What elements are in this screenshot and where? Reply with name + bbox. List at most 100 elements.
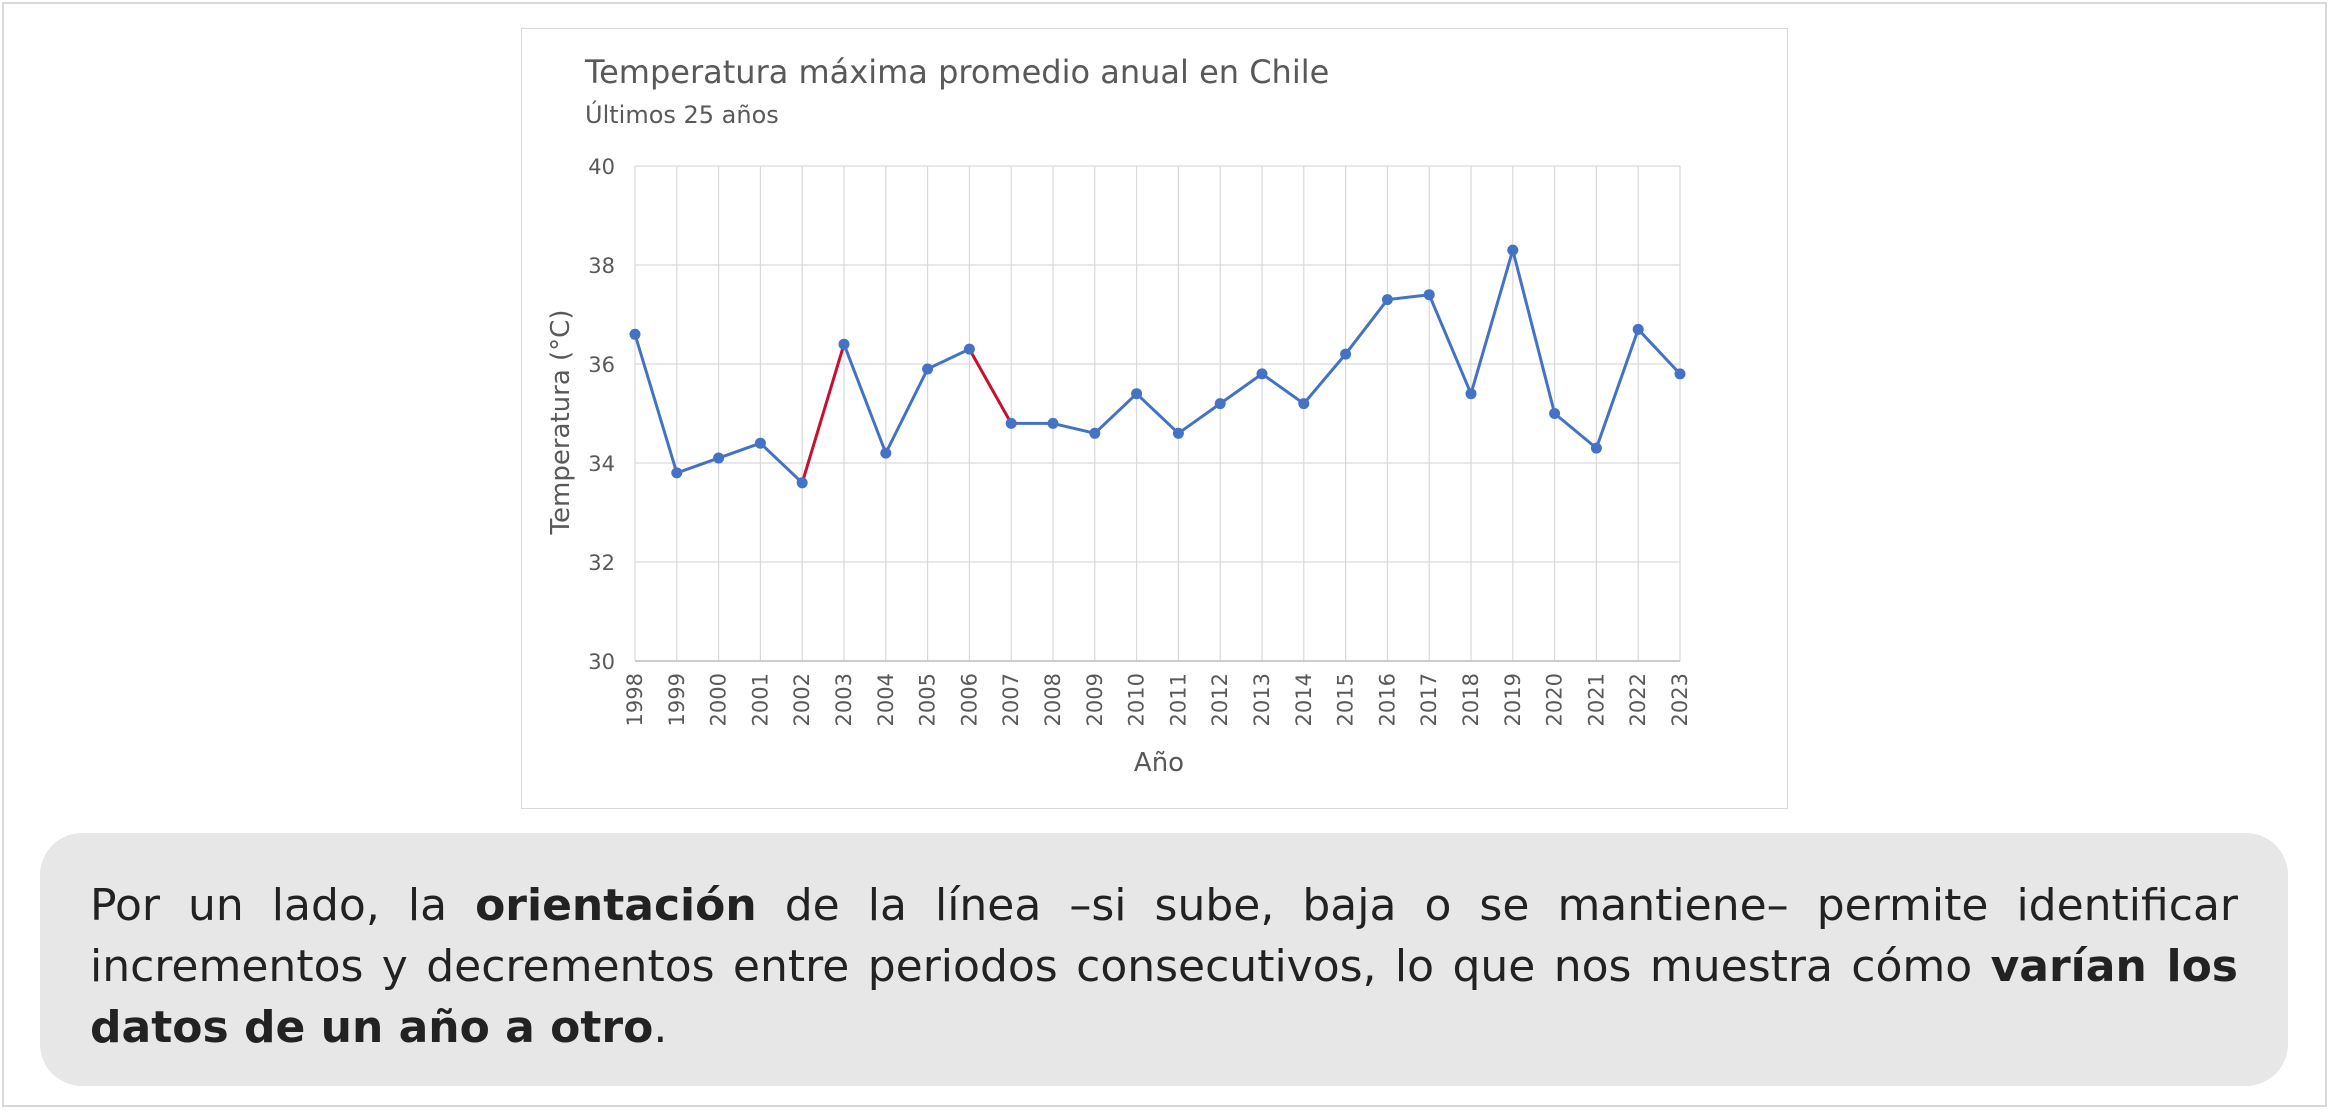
data-point [1590,442,1602,454]
line-segment [758,441,804,485]
line-segment [1427,293,1473,396]
line-segment [1218,372,1264,406]
data-point [1465,388,1477,400]
line-segment [1594,327,1640,450]
data-point [1507,244,1519,256]
caption-part-2: de la línea –si sube, baja o se mantiene… [90,880,2238,992]
data-point [671,467,683,479]
line-segment [842,342,888,455]
line-segment [1176,402,1222,435]
line-segment [1469,248,1515,396]
x-tick-label: 2015 [1334,673,1358,726]
x-tick-label: 2006 [957,673,981,726]
x-tick-label: 2020 [1543,673,1567,726]
line-segment [1385,293,1431,302]
x-tick-label: 2002 [790,673,814,726]
y-tick-label: 34 [588,452,615,476]
highlight-segment [800,342,846,485]
data-point [796,477,808,489]
x-tick-label: 2008 [1041,673,1065,726]
data-point [1632,323,1644,335]
x-tick-label: 2005 [916,673,940,726]
line-segment [1344,298,1389,356]
line-segment [1135,392,1180,435]
line-segment [884,367,930,455]
x-tick-label: 2001 [748,673,772,726]
data-point [1005,417,1017,429]
x-tick-label: 2000 [707,673,731,726]
chart-subtitle: Últimos 25 años [585,99,779,129]
data-point [1549,408,1561,419]
data-point [1131,388,1143,400]
y-axis-ticks: 30 32 34 36 38 40 [588,155,615,674]
caption-part-1: Por un lado, la [90,880,476,931]
series-line [633,248,1682,485]
caption-bold-variation: varían los datos de un año a otro [90,941,2238,1053]
x-tick-label: 2007 [999,673,1023,726]
line-segment [675,456,721,475]
y-axis-label: Temperatura (°C) [546,310,576,536]
caption-box: Por un lado, la orientación de la línea … [40,833,2288,1086]
x-tick-label: 2016 [1375,673,1399,726]
line-segment [1511,248,1557,415]
data-point [1089,427,1101,439]
line-segment [1093,392,1139,435]
line-segment [1260,372,1306,406]
x-tick-label: 2021 [1584,673,1608,726]
y-tick-label: 30 [588,650,615,674]
x-tick-label: 2003 [832,673,856,726]
x-tick-label: 2018 [1459,673,1483,726]
line-segment [1302,352,1348,406]
data-point [1047,417,1059,429]
line-segment [1553,412,1598,450]
caption-text: Por un lado, la orientación de la línea … [90,875,2238,1058]
line-segment [1636,327,1682,376]
series-points [629,244,1686,489]
data-point [922,363,934,375]
data-point [1381,294,1393,306]
chart-title: Temperatura máxima promedio anual en Chi… [584,53,1329,91]
line-chart: Temperatura máxima promedio anual en Chi… [546,53,1692,778]
data-point [880,447,892,459]
y-tick-label: 40 [588,155,615,179]
x-tick-label: 2012 [1208,673,1232,726]
chart-panel: Temperatura máxima promedio anual en Chi… [521,28,1788,809]
highlight-segment [967,347,1013,425]
x-tick-label: 2017 [1417,673,1441,726]
data-point [629,328,641,340]
data-point [1674,368,1686,380]
y-tick-label: 38 [588,254,615,278]
data-point [754,437,766,449]
data-point [838,338,850,350]
data-point [1172,427,1184,439]
x-axis-label: Año [1134,748,1184,778]
line-segment [926,347,971,371]
x-tick-label: 2013 [1250,673,1274,726]
x-tick-label: 2022 [1626,673,1650,726]
data-point [713,452,725,464]
data-point [1340,348,1352,360]
x-tick-label: 2011 [1166,673,1190,726]
grid [634,165,1681,662]
data-point [1423,289,1435,301]
line-segment [1051,421,1097,435]
x-tick-label: 2023 [1668,673,1692,726]
x-axis-ticks: 1998 1999 2000 2001 2002 2003 2004 2005 2006 2007… [623,673,1692,726]
x-tick-label: 2004 [874,673,898,726]
y-tick-label: 36 [588,353,615,377]
caption-bold-orientation: orientación [475,880,757,931]
caption-part-3: . [653,1002,668,1053]
data-point [963,343,975,355]
line-segment [633,332,679,475]
x-tick-label: 2010 [1125,673,1149,726]
x-tick-label: 2019 [1501,673,1525,726]
line-segment [717,441,762,460]
data-point [1256,368,1268,380]
x-tick-label: 2009 [1083,673,1107,726]
x-tick-label: 2014 [1292,673,1316,726]
y-tick-label: 32 [588,551,615,575]
x-tick-label: 1999 [665,673,689,726]
data-point [1298,398,1310,410]
x-tick-label: 1998 [623,673,647,726]
